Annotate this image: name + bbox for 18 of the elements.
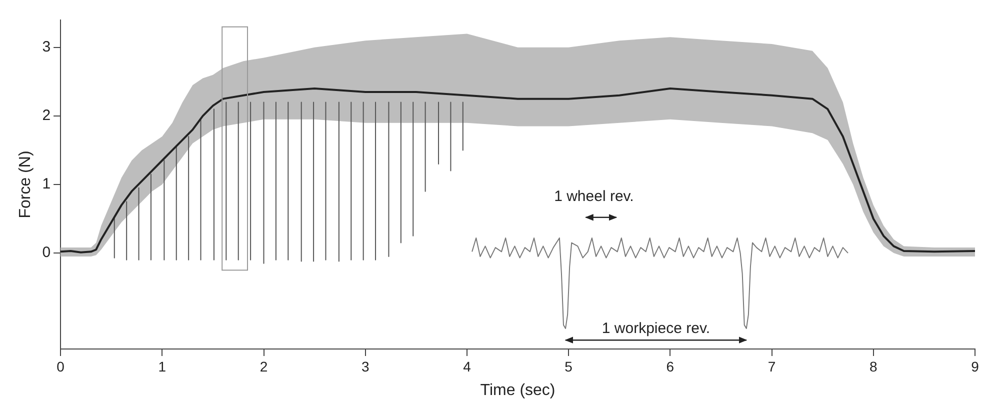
y-tick-label: 0 [42, 244, 51, 262]
y-axis-title: Force (N) [17, 150, 34, 218]
x-axis-title: Time (sec) [480, 382, 556, 399]
x-tick-label: 1 [158, 358, 166, 374]
x-tick-label: 2 [260, 358, 268, 374]
annotation: 1 wheel rev. [554, 188, 634, 205]
x-tick-label: 7 [768, 358, 776, 374]
x-tick-label: 6 [666, 358, 674, 374]
x-tick-label: 5 [564, 358, 573, 374]
x-tick-label: 3 [361, 358, 370, 374]
y-tick-label: 3 [42, 38, 51, 56]
y-tick-label: 2 [42, 107, 51, 124]
x-tick-label: 8 [869, 358, 878, 374]
x-tick-label: 9 [971, 358, 980, 374]
annotation: 1 workpiece rev. [602, 320, 710, 337]
x-tick-label: 0 [56, 358, 65, 374]
y-tick-label: 1 [42, 176, 51, 193]
x-tick-label: 4 [463, 358, 472, 374]
